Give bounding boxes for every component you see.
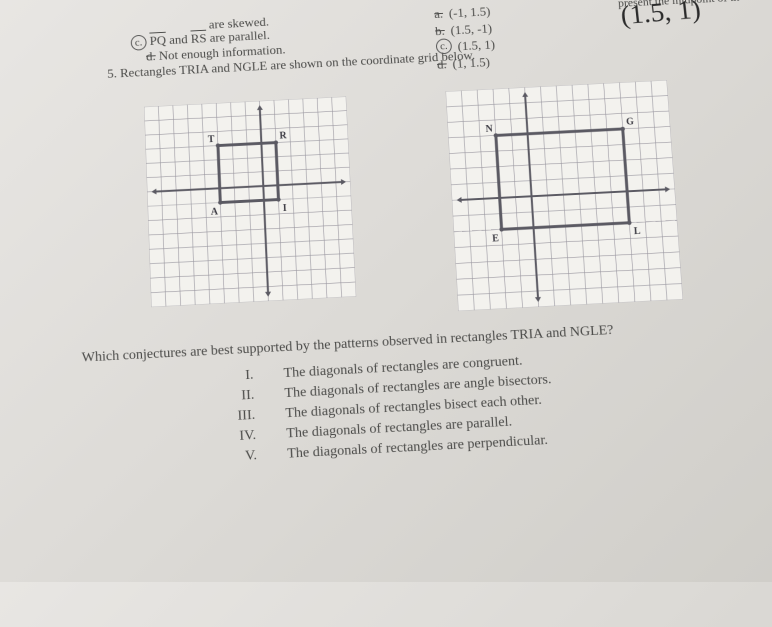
choice-b-letter: b. bbox=[435, 22, 446, 39]
statement-num: I. bbox=[223, 368, 254, 386]
grid-ngle: N G E L bbox=[445, 80, 682, 311]
svg-text:T: T bbox=[207, 134, 214, 145]
svg-text:E: E bbox=[491, 233, 499, 244]
statement-num: III. bbox=[225, 408, 256, 426]
statements-list: I.The diagonals of rectangles are congru… bbox=[223, 341, 764, 465]
choice-d-letter: d. bbox=[437, 55, 448, 72]
statement-num: IV. bbox=[225, 428, 256, 446]
handwritten-answer: (1.5, 1) bbox=[620, 0, 703, 32]
choice-a-letter: a. bbox=[434, 5, 444, 22]
midpoint-choices: a.(-1, 1.5) b.(1.5, -1) c.(1.5, 1) d.(1,… bbox=[434, 3, 497, 73]
svg-text:R: R bbox=[279, 130, 288, 141]
worksheet-page: are skewed. c. PQ and RS are parallel. d… bbox=[0, 0, 772, 627]
svg-text:A: A bbox=[210, 206, 219, 217]
option-c-letter: c. bbox=[131, 35, 147, 51]
svg-text:G: G bbox=[625, 117, 634, 128]
statement-num: II. bbox=[224, 388, 255, 406]
svg-text:N: N bbox=[485, 124, 493, 135]
choice-c-text: (1.5, 1) bbox=[457, 36, 495, 55]
coordinate-grids-row: T R A I N G E L bbox=[113, 79, 713, 329]
svg-text:I: I bbox=[282, 203, 287, 214]
choice-c-letter: c. bbox=[436, 38, 453, 54]
statement-num: V. bbox=[226, 448, 257, 466]
choice-d-text: (1, 1.5) bbox=[452, 53, 490, 72]
svg-text:L: L bbox=[633, 226, 641, 237]
grid-tria: T R A I bbox=[143, 97, 355, 308]
option-d-letter: d. bbox=[146, 49, 156, 64]
